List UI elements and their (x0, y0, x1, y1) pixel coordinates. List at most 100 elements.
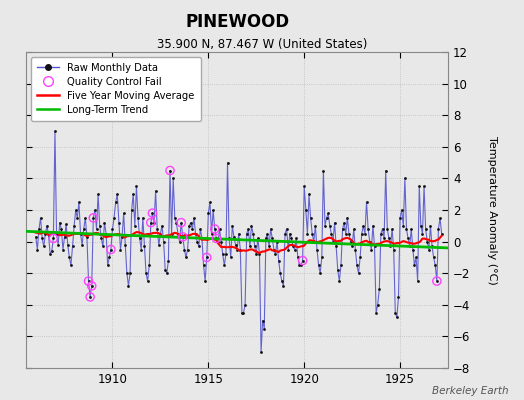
Point (415, 183, 423, 190)
Point (67, 262, 75, 268)
Point (350, 226, 358, 232)
Point (351, 246, 359, 253)
Point (254, 235, 262, 242)
Point (412, 254, 420, 261)
Point (413, 278, 422, 284)
Point (182, 254, 190, 261)
Point (370, 243, 379, 250)
Point (108, 226, 117, 232)
Point (364, 226, 373, 232)
Point (49, 235, 58, 242)
Point (73, 215, 82, 221)
Point (83, 234, 91, 240)
Point (41, 230, 50, 237)
Point (204, 210, 213, 216)
Point (169, 175, 178, 182)
Point (126, 270, 134, 276)
Point (421, 226, 430, 232)
Point (203, 254, 211, 261)
Point (124, 283, 133, 289)
Point (369, 222, 377, 229)
Point (33, 246, 41, 253)
Point (123, 270, 131, 276)
Point (433, 278, 441, 284)
Point (166, 167, 174, 174)
Point (159, 238, 168, 245)
Point (329, 238, 337, 245)
Point (418, 230, 427, 237)
Point (235, 230, 243, 237)
Point (282, 226, 291, 232)
Point (383, 226, 391, 232)
Point (223, 160, 232, 166)
Point (208, 230, 216, 237)
Point (219, 251, 227, 258)
Point (84, 278, 93, 284)
Point (140, 243, 149, 250)
Point (335, 278, 344, 284)
Point (65, 254, 73, 261)
Point (342, 230, 350, 237)
Point (428, 243, 436, 250)
Point (275, 257, 283, 264)
Point (359, 222, 367, 229)
Point (105, 254, 114, 261)
Point (172, 220, 181, 226)
Point (241, 302, 249, 308)
Point (121, 242, 129, 248)
Point (238, 310, 246, 316)
Point (179, 234, 187, 240)
Point (60, 234, 69, 240)
Point (129, 191, 137, 198)
Point (113, 191, 122, 198)
Point (263, 230, 271, 237)
Point (228, 222, 236, 229)
Point (268, 235, 277, 242)
Point (177, 220, 185, 226)
Point (51, 128, 59, 134)
Legend: Raw Monthly Data, Quality Control Fail, Five Year Moving Average, Long-Term Tren: Raw Monthly Data, Quality Control Fail, … (31, 57, 201, 121)
Point (81, 215, 90, 221)
Point (70, 222, 78, 229)
Point (385, 235, 393, 242)
Point (399, 222, 408, 229)
Point (286, 230, 294, 237)
Point (318, 254, 326, 261)
Point (215, 226, 224, 232)
Point (273, 238, 281, 245)
Point (46, 251, 54, 258)
Point (375, 286, 384, 292)
Point (313, 246, 321, 253)
Point (214, 238, 222, 245)
Text: Berkeley Earth: Berkeley Earth (432, 386, 508, 396)
Point (436, 215, 444, 221)
Point (261, 235, 270, 242)
Point (107, 246, 115, 253)
Point (91, 207, 99, 213)
Point (380, 235, 388, 242)
Point (401, 175, 409, 182)
Point (281, 230, 289, 237)
Point (57, 226, 66, 232)
Point (300, 183, 309, 190)
Point (233, 246, 242, 253)
Point (56, 220, 64, 226)
Point (396, 215, 405, 221)
Point (190, 215, 198, 221)
Point (88, 283, 96, 289)
Point (142, 270, 150, 276)
Point (293, 254, 302, 261)
Point (132, 183, 140, 190)
Point (406, 243, 414, 250)
Point (171, 215, 179, 221)
Point (80, 226, 88, 232)
Point (417, 222, 425, 229)
Point (339, 226, 347, 232)
Point (75, 199, 83, 205)
Point (176, 238, 184, 245)
Point (270, 246, 278, 253)
Point (59, 246, 67, 253)
Point (177, 220, 185, 226)
Point (115, 220, 123, 226)
Point (144, 278, 152, 284)
